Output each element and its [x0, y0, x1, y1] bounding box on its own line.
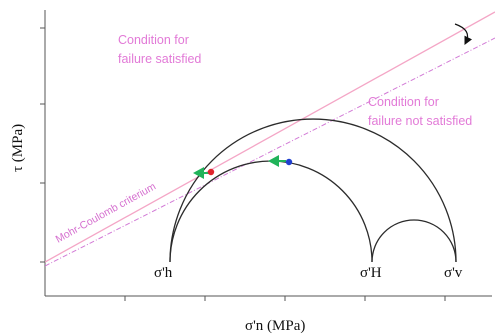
blue-point [285, 158, 293, 166]
green-arrow-right-icon [268, 155, 279, 167]
criterion-label: Mohr-Coulomb criterium [54, 180, 159, 245]
sigma-v-label: σ'v [444, 265, 463, 281]
mohr-coulomb-line [45, 11, 495, 263]
sigma-H-label: σ'H [360, 265, 382, 281]
not-satisfied-note-line1: Condition for [368, 95, 439, 109]
mohr-circle-small [371, 219, 457, 263]
mohr-circle-large [169, 118, 457, 263]
y-ticks [40, 27, 45, 263]
satisfied-note-line2: failure satisfied [118, 52, 201, 66]
not-satisfied-note-line2: failure not satisfied [368, 114, 472, 128]
rotation-arrow-icon [454, 23, 473, 46]
shifted-criterion-line [45, 37, 495, 267]
red-point [207, 168, 215, 176]
y-axis-label: τ (MPa) [10, 124, 26, 172]
x-ticks [124, 296, 446, 301]
green-arrow-left-icon [193, 167, 204, 179]
sigma-h-label: σ'h [154, 265, 173, 281]
satisfied-note-line1: Condition for [118, 33, 189, 47]
x-axis-label: σ'n (MPa) [245, 318, 305, 334]
